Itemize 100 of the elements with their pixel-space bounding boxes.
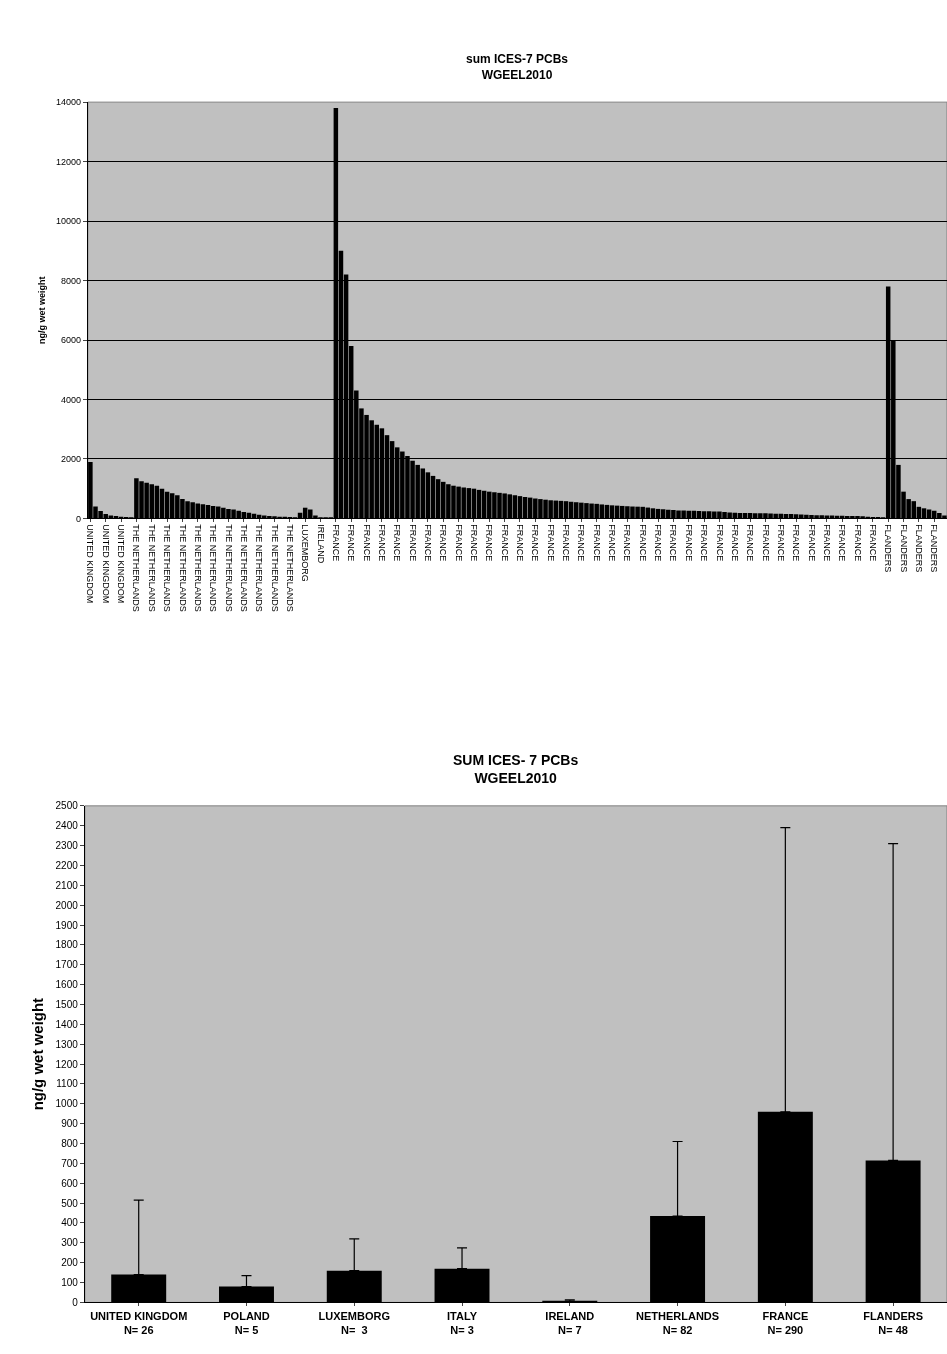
x-tick-label: FRANCE bbox=[729, 524, 740, 562]
x-tick-label: FRANCE bbox=[699, 524, 710, 562]
y-tick-label: 1000 bbox=[55, 1098, 79, 1110]
y-tick-label: 2400 bbox=[55, 820, 79, 832]
x-tick-label: FRANCE bbox=[745, 524, 756, 562]
y-tick-label: 12000 bbox=[55, 156, 82, 167]
y-tick-label: 1500 bbox=[55, 998, 79, 1010]
x-tick-label: FLANDERS N= 48 bbox=[863, 1309, 924, 1336]
x-tick-label: UNITED KINGDOM bbox=[116, 524, 127, 604]
y-tick-label: 500 bbox=[61, 1197, 79, 1209]
x-tick-label: FRANCE bbox=[653, 524, 664, 562]
y-tick-label: 1600 bbox=[55, 979, 79, 991]
x-tick-label: POLAND N= 5 bbox=[223, 1309, 270, 1336]
x-tick-label: FRANCE bbox=[775, 524, 786, 562]
x-tick-label: FRANCE bbox=[330, 524, 341, 562]
y-tick-label: 1800 bbox=[55, 939, 79, 951]
y-tick-label: 2000 bbox=[55, 899, 79, 911]
x-tick-label: FRANCE bbox=[392, 524, 403, 562]
x-tick-label: FRANCE bbox=[576, 524, 587, 562]
x-tick-label: FLANDERS bbox=[913, 524, 924, 573]
x-tick-label: FRANCE N= 290 bbox=[762, 1309, 809, 1336]
x-tick-label: LUXEMBORG bbox=[300, 524, 311, 582]
x-tick-label: FRANCE bbox=[837, 524, 848, 562]
x-tick-label: IRELAND N= 7 bbox=[545, 1309, 595, 1336]
x-tick-label: UNITED KINGDOM bbox=[85, 524, 96, 604]
x-tick-label: FRANCE bbox=[760, 524, 771, 562]
y-tick-label: 200 bbox=[61, 1257, 79, 1269]
x-tick-label: THE NETHERLANDS bbox=[162, 524, 173, 612]
y-tick-label: 400 bbox=[61, 1217, 79, 1229]
x-tick-label: FRANCE bbox=[622, 524, 633, 562]
y-tick-label: 100 bbox=[61, 1277, 79, 1289]
y-tick-label: 2300 bbox=[55, 840, 79, 852]
x-tick-label: FRANCE bbox=[791, 524, 802, 562]
y-tick-label: 1700 bbox=[55, 959, 79, 971]
x-tick-label: UNITED KINGDOM N= 26 bbox=[90, 1309, 188, 1336]
x-tick-label: THE NETHERLANDS bbox=[131, 524, 142, 612]
x-tick-label: LUXEMBORG N= 3 bbox=[318, 1309, 390, 1336]
x-tick-label: THE NETHERLANDS bbox=[146, 524, 157, 612]
x-tick-label: FRANCE bbox=[484, 524, 495, 562]
y-tick-label: 1300 bbox=[55, 1038, 79, 1050]
y-tick-label: 0 bbox=[72, 1296, 79, 1308]
y-tick-label: 2100 bbox=[55, 879, 79, 891]
y-tick-label: 8000 bbox=[60, 275, 82, 286]
y-tick-label: 1100 bbox=[56, 1078, 79, 1090]
x-tick-label: THE NETHERLANDS bbox=[254, 524, 265, 612]
x-tick-label: THE NETHERLANDS bbox=[269, 524, 280, 612]
x-tick-label: FRANCE bbox=[714, 524, 725, 562]
y-tick-label: 10000 bbox=[55, 216, 82, 227]
x-tick-label: THE NETHERLANDS bbox=[192, 524, 203, 612]
y-tick-label: 800 bbox=[61, 1138, 79, 1150]
x-tick-label: FRANCE bbox=[867, 524, 878, 562]
x-tick-label: ITALY N= 3 bbox=[447, 1309, 478, 1336]
x-tick-label: FRANCE bbox=[591, 524, 602, 562]
x-tick-label: THE NETHERLANDS bbox=[223, 524, 234, 612]
x-tick-label: FRANCE bbox=[852, 524, 863, 562]
x-tick-label: FRANCE bbox=[515, 524, 526, 562]
x-tick-label: FRANCE bbox=[668, 524, 679, 562]
x-tick-label: FRANCE bbox=[821, 524, 832, 562]
x-tick-label: FRANCE bbox=[407, 524, 418, 562]
x-tick-label: FRANCE bbox=[499, 524, 510, 562]
chart-title: sum ICES-7 PCBs WGEEL2010 bbox=[466, 52, 569, 82]
y-tick-label: 600 bbox=[61, 1177, 79, 1189]
chart-title: SUM ICES- 7 PCBs WGEEL2010 bbox=[453, 752, 579, 787]
y-tick-label: 6000 bbox=[60, 335, 82, 346]
x-tick-label: UNITED KINGDOM bbox=[100, 524, 111, 604]
x-tick-label: THE NETHERLANDS bbox=[208, 524, 219, 612]
y-tick-label: 4000 bbox=[60, 394, 82, 405]
x-tick-label: FRANCE bbox=[637, 524, 648, 562]
x-tick-label: FRANCE bbox=[683, 524, 694, 562]
y-tick-label: 2500 bbox=[55, 800, 79, 812]
x-tick-label: FRANCE bbox=[422, 524, 433, 562]
y-axis-title: ng/g wet weight bbox=[28, 997, 46, 1111]
y-tick-label: 2000 bbox=[60, 454, 82, 465]
x-tick-label: FRANCE bbox=[545, 524, 556, 562]
x-tick-label: FRANCE bbox=[806, 524, 817, 562]
x-tick-label: FRANCE bbox=[361, 524, 372, 562]
y-tick-label: 2200 bbox=[55, 859, 79, 871]
x-tick-label: THE NETHERLANDS bbox=[177, 524, 188, 612]
y-tick-label: 1900 bbox=[55, 919, 79, 931]
x-tick-label: FRANCE bbox=[469, 524, 480, 562]
y-tick-label: 300 bbox=[61, 1237, 79, 1249]
y-tick-label: 1400 bbox=[55, 1018, 79, 1030]
y-tick-label: 700 bbox=[61, 1157, 79, 1169]
x-tick-label: FRANCE bbox=[530, 524, 541, 562]
x-tick-label: FRANCE bbox=[376, 524, 387, 562]
x-tick-label: FLANDERS bbox=[898, 524, 909, 573]
y-axis-title: ng/g wet weight bbox=[37, 276, 48, 345]
x-tick-label: FRANCE bbox=[438, 524, 449, 562]
x-tick-label: IRELAND bbox=[315, 524, 326, 564]
x-tick-label: THE NETHERLANDS bbox=[238, 524, 249, 612]
x-tick-label: NETHERLANDS N= 82 bbox=[636, 1309, 720, 1336]
y-tick-label: 0 bbox=[76, 513, 82, 524]
x-tick-label: FLANDERS bbox=[929, 524, 940, 573]
x-tick-label: FRANCE bbox=[561, 524, 572, 562]
x-tick-label: FLANDERS bbox=[883, 524, 894, 573]
x-tick-label: FRANCE bbox=[453, 524, 464, 562]
y-tick-label: 14000 bbox=[55, 97, 82, 108]
y-tick-label: 900 bbox=[61, 1118, 79, 1130]
x-tick-label: THE NETHERLANDS bbox=[284, 524, 295, 612]
x-tick-label: FRANCE bbox=[346, 524, 357, 562]
